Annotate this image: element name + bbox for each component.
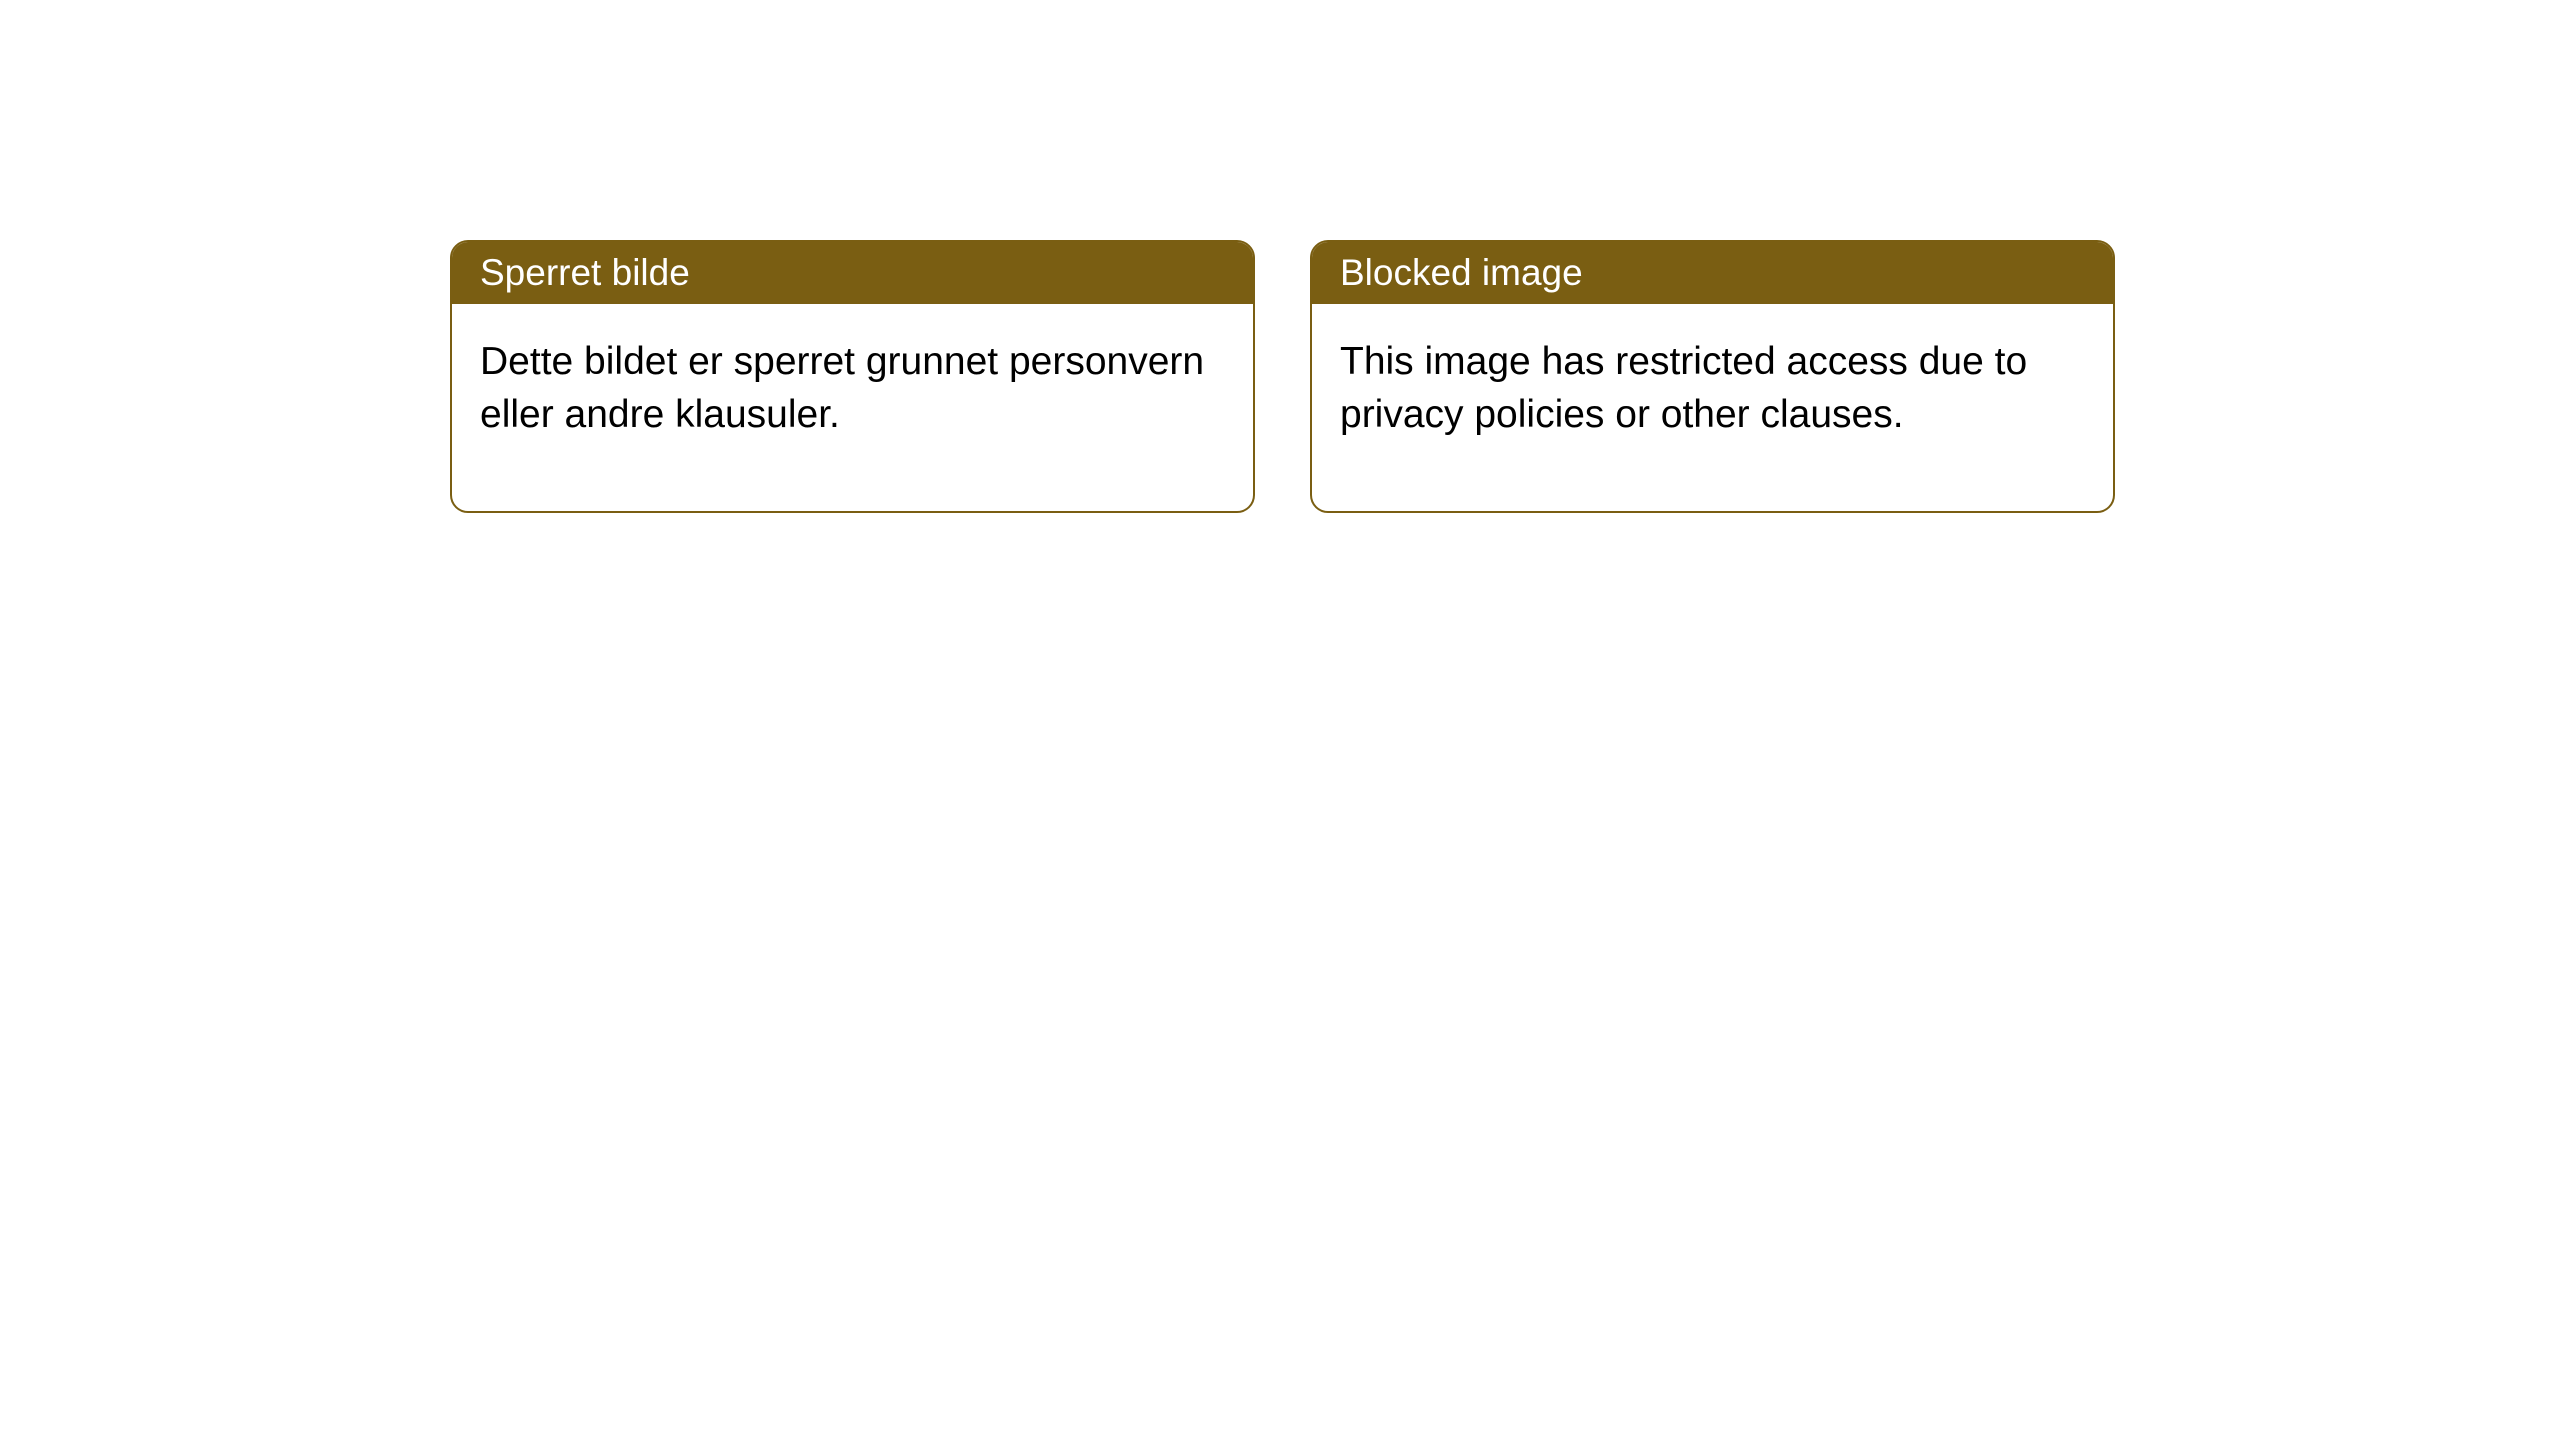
notice-box-norwegian: Sperret bilde Dette bildet er sperret gr… bbox=[450, 240, 1255, 513]
notice-title: Sperret bilde bbox=[452, 242, 1253, 304]
notice-title: Blocked image bbox=[1312, 242, 2113, 304]
notice-container: Sperret bilde Dette bildet er sperret gr… bbox=[0, 0, 2560, 513]
notice-box-english: Blocked image This image has restricted … bbox=[1310, 240, 2115, 513]
notice-body: Dette bildet er sperret grunnet personve… bbox=[452, 304, 1253, 511]
notice-body: This image has restricted access due to … bbox=[1312, 304, 2113, 511]
